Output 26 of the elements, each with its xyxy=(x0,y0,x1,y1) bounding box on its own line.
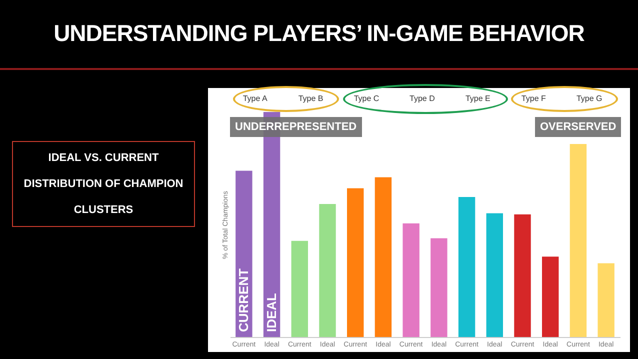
text: Type B xyxy=(298,94,324,103)
text: Type F xyxy=(521,94,546,103)
annotation: UNDERREPRESENTED xyxy=(230,117,362,137)
bar xyxy=(319,204,336,337)
annotation: IDEAL xyxy=(264,292,279,332)
chart-title: UNDERSTANDING PLAYERS’ IN-GAME BEHAVIOR xyxy=(52,20,586,47)
bar xyxy=(291,240,308,337)
text: Type E xyxy=(465,94,490,103)
bar xyxy=(347,188,364,337)
text: Type D xyxy=(410,94,436,103)
annotation: OVERSERVED xyxy=(535,117,622,137)
text: Type G xyxy=(576,94,602,103)
annotation: CURRENT xyxy=(236,268,251,332)
bar xyxy=(542,256,559,337)
text: Type C xyxy=(354,94,380,103)
bar xyxy=(486,213,503,337)
text: Type A xyxy=(242,94,268,103)
bar xyxy=(570,144,587,337)
bar xyxy=(236,170,252,337)
bar xyxy=(598,263,614,337)
bar xyxy=(402,223,420,337)
text: IDEAL VS. CURRENT DISTRIBUTION OF CHAMPION CLUSTERS xyxy=(24,152,184,216)
bar xyxy=(374,177,392,337)
bar xyxy=(514,214,531,337)
bar xyxy=(458,197,476,337)
bar xyxy=(430,238,448,337)
